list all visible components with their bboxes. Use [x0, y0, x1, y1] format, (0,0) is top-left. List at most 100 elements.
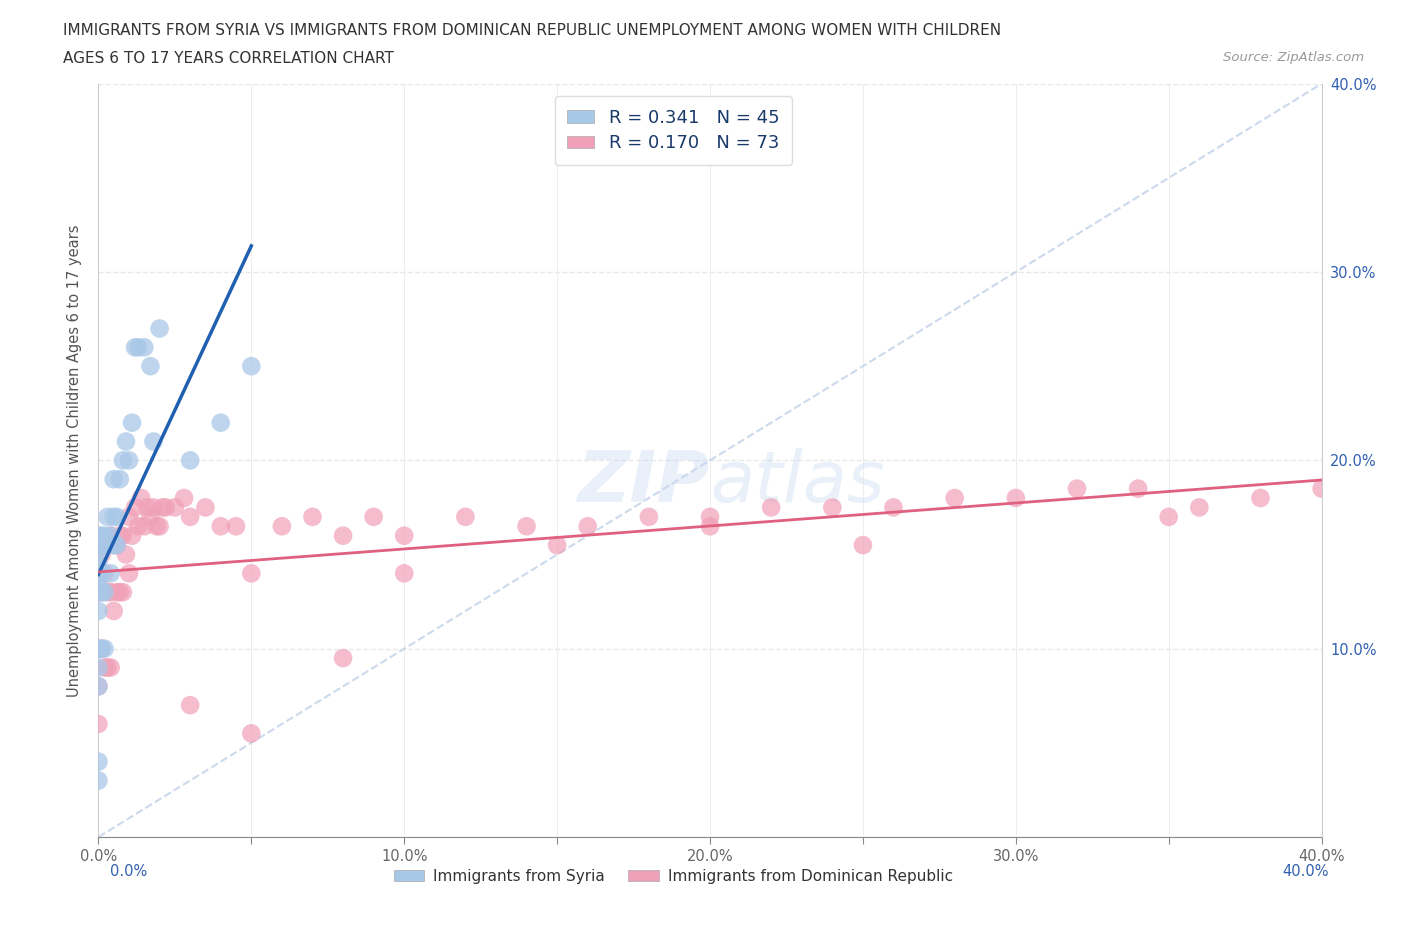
Point — [115, 434, 138, 449]
Text: Source: ZipAtlas.com: Source: ZipAtlas.com — [1223, 51, 1364, 64]
Point — [163, 500, 186, 515]
Legend: Immigrants from Syria, Immigrants from Dominican Republic: Immigrants from Syria, Immigrants from D… — [388, 862, 959, 890]
Point — [103, 604, 125, 618]
Point — [134, 519, 156, 534]
Point — [87, 547, 110, 562]
Point — [105, 585, 128, 600]
Point — [87, 642, 110, 657]
Point — [454, 510, 477, 525]
Point — [699, 510, 721, 525]
Point — [1157, 510, 1180, 525]
Point — [90, 528, 112, 543]
Text: AGES 6 TO 17 YEARS CORRELATION CHART: AGES 6 TO 17 YEARS CORRELATION CHART — [63, 51, 394, 66]
Point — [111, 528, 134, 543]
Point — [93, 528, 115, 543]
Point — [546, 538, 568, 552]
Point — [97, 538, 120, 552]
Point — [1066, 481, 1088, 496]
Point — [90, 565, 112, 580]
Point — [943, 491, 966, 506]
Point — [852, 538, 875, 552]
Point — [152, 500, 174, 515]
Point — [87, 576, 110, 591]
Text: 40.0%: 40.0% — [1282, 864, 1329, 879]
Point — [179, 698, 201, 712]
Point — [97, 538, 120, 552]
Point — [139, 510, 162, 525]
Point — [93, 585, 115, 600]
Point — [103, 510, 125, 525]
Point — [179, 510, 201, 525]
Point — [93, 642, 115, 657]
Point — [149, 519, 172, 534]
Point — [179, 453, 201, 468]
Point — [332, 528, 354, 543]
Point — [87, 679, 110, 694]
Point — [90, 642, 112, 657]
Point — [1249, 491, 1271, 506]
Point — [97, 585, 120, 600]
Point — [363, 510, 385, 525]
Point — [87, 604, 110, 618]
Point — [108, 585, 131, 600]
Point — [90, 642, 112, 657]
Point — [127, 519, 149, 534]
Point — [87, 528, 110, 543]
Point — [759, 500, 782, 515]
Point — [93, 660, 115, 675]
Point — [103, 472, 125, 486]
Text: ZIP: ZIP — [578, 448, 710, 517]
Text: IMMIGRANTS FROM SYRIA VS IMMIGRANTS FROM DOMINICAN REPUBLIC UNEMPLOYMENT AMONG W: IMMIGRANTS FROM SYRIA VS IMMIGRANTS FROM… — [63, 23, 1001, 38]
Point — [240, 565, 263, 580]
Point — [209, 519, 232, 534]
Text: atlas: atlas — [710, 448, 884, 517]
Point — [87, 585, 110, 600]
Point — [87, 754, 110, 769]
Point — [105, 538, 128, 552]
Point — [118, 453, 141, 468]
Point — [90, 585, 112, 600]
Point — [142, 500, 165, 515]
Point — [90, 538, 112, 552]
Point — [87, 717, 110, 732]
Point — [1188, 500, 1211, 515]
Point — [1004, 491, 1026, 506]
Point — [90, 585, 112, 600]
Point — [392, 565, 416, 580]
Point — [121, 415, 143, 430]
Point — [139, 359, 162, 374]
Text: 0.0%: 0.0% — [110, 864, 146, 879]
Point — [134, 340, 156, 355]
Point — [100, 565, 122, 580]
Point — [118, 565, 141, 580]
Point — [883, 500, 905, 515]
Point — [145, 519, 167, 534]
Point — [270, 519, 292, 534]
Point — [87, 773, 110, 788]
Point — [100, 585, 122, 600]
Point — [699, 519, 721, 534]
Point — [100, 528, 122, 543]
Point — [155, 500, 177, 515]
Y-axis label: Unemployment Among Women with Children Ages 6 to 17 years: Unemployment Among Women with Children A… — [67, 224, 83, 697]
Point — [87, 660, 110, 675]
Point — [87, 556, 110, 571]
Point — [392, 528, 416, 543]
Point — [301, 510, 323, 525]
Point — [97, 510, 120, 525]
Point — [1310, 481, 1333, 496]
Point — [90, 547, 112, 562]
Point — [240, 359, 263, 374]
Point — [111, 585, 134, 600]
Point — [121, 528, 143, 543]
Point — [637, 510, 661, 525]
Point — [87, 585, 110, 600]
Point — [105, 538, 128, 552]
Point — [105, 510, 128, 525]
Point — [194, 500, 217, 515]
Point — [576, 519, 599, 534]
Point — [149, 321, 172, 336]
Point — [108, 472, 131, 486]
Point — [93, 565, 115, 580]
Point — [821, 500, 844, 515]
